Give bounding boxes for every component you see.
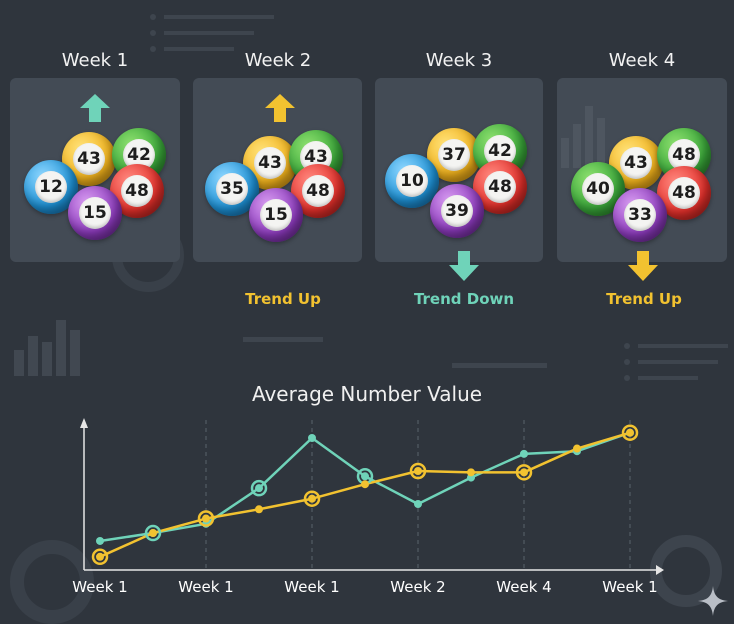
data-point-gold: [520, 468, 528, 477]
lottery-ball: 35: [205, 162, 259, 216]
data-point-gold: [467, 468, 475, 477]
data-point-gold: [308, 494, 316, 503]
lottery-ball: 39: [430, 184, 484, 238]
decor-bars-icon: [561, 102, 621, 168]
data-point-gold: [626, 428, 634, 437]
data-point-ring-gold: [91, 548, 109, 566]
arrow-up-icon: [80, 94, 110, 126]
data-point-teal: [308, 434, 316, 442]
lottery-ball: 15: [249, 188, 303, 242]
x-tick-label: Week 2: [390, 578, 445, 596]
chart-title: Average Number Value: [251, 382, 483, 406]
arrow-down-icon: [628, 251, 658, 285]
week-label: Week 3: [425, 50, 493, 71]
trend-label: Trend Up: [245, 290, 321, 308]
data-point-teal: [361, 472, 369, 481]
week-label: Week 1: [61, 50, 129, 71]
lottery-ball: 43: [62, 132, 116, 186]
lottery-ball: 33: [613, 188, 667, 242]
data-point-ring-teal: [250, 479, 268, 497]
week-panel: 43 48 40 48 33: [557, 78, 727, 262]
data-point-ring-gold: [621, 424, 639, 441]
week-label: Week 2: [244, 50, 312, 71]
trend-label: Trend Up: [606, 290, 682, 308]
decor-line-mid-right: [452, 363, 547, 368]
arrow-down-icon: [449, 251, 479, 285]
week-panel: 37 42 10 48 39: [375, 78, 543, 262]
decor-line-mid: [243, 337, 323, 342]
data-point-gold: [414, 467, 422, 475]
lottery-ball: 48: [473, 160, 527, 214]
x-tick-label: Week 4: [496, 578, 551, 596]
data-point-ring-teal: [144, 524, 162, 542]
week-panel: 43 43 35 48 15: [193, 78, 362, 262]
sparkle-icon: [696, 584, 730, 618]
week-panel: 43 42 12 48 15: [10, 78, 180, 262]
x-tick-label: Week 1: [602, 578, 657, 596]
data-point-gold: [255, 505, 263, 514]
decor-bar-icon-left: [14, 318, 84, 376]
data-point-teal: [96, 536, 104, 545]
lottery-ball: 43: [609, 136, 663, 190]
x-axis-arrow: [656, 565, 664, 575]
x-tick-label: Week 1: [72, 578, 127, 596]
data-point-ring-gold: [515, 464, 533, 481]
data-point-gold: [149, 529, 157, 538]
data-point-ring-gold: [197, 510, 215, 527]
data-point-gold: [202, 514, 210, 523]
lottery-ball: 10: [385, 154, 439, 208]
week-label: Week 4: [608, 50, 676, 71]
lottery-ball: 15: [68, 186, 122, 240]
data-point-gold: [361, 480, 369, 489]
x-tick-label: Week 1: [178, 578, 233, 596]
data-point-ring-gold: [409, 462, 427, 480]
data-point-teal: [414, 500, 422, 508]
data-point-teal: [520, 449, 528, 458]
lottery-ball: 37: [427, 128, 481, 182]
data-point-teal: [255, 484, 263, 493]
trend-label: Trend Down: [413, 290, 515, 308]
data-point-gold: [573, 444, 581, 453]
lottery-ball: 48: [110, 164, 164, 218]
arrow-up-icon: [265, 94, 295, 126]
y-axis-arrow: [80, 418, 88, 428]
x-tick-label: Week 1: [284, 578, 339, 596]
data-point-gold: [96, 552, 104, 561]
data-point-ring-gold: [303, 490, 321, 507]
